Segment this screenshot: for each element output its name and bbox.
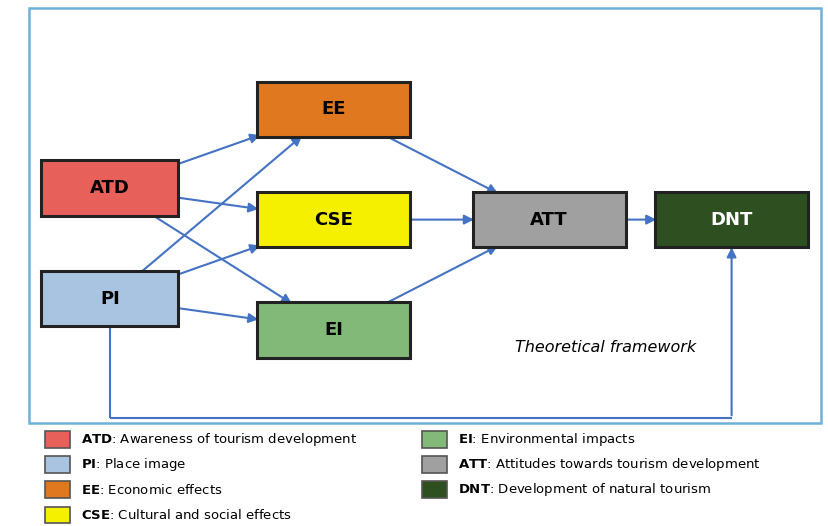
FancyBboxPatch shape [257, 82, 410, 137]
FancyBboxPatch shape [421, 456, 446, 473]
FancyBboxPatch shape [421, 481, 446, 498]
FancyBboxPatch shape [654, 192, 807, 247]
Text: Theoretical framework: Theoretical framework [514, 340, 695, 355]
FancyBboxPatch shape [45, 481, 70, 498]
FancyBboxPatch shape [45, 507, 70, 523]
FancyBboxPatch shape [421, 431, 446, 448]
FancyBboxPatch shape [41, 271, 178, 326]
Text: ATT: ATT [530, 210, 567, 229]
FancyBboxPatch shape [45, 431, 70, 448]
Text: $\mathbf{EI}$: Environmental impacts: $\mathbf{EI}$: Environmental impacts [458, 431, 635, 448]
Text: PI: PI [100, 289, 119, 308]
Text: $\mathbf{EE}$: Economic effects: $\mathbf{EE}$: Economic effects [81, 483, 223, 497]
Text: $\mathbf{ATD}$: Awareness of tourism development: $\mathbf{ATD}$: Awareness of tourism dev… [81, 431, 357, 448]
Text: $\mathbf{CSE}$: Cultural and social effects: $\mathbf{CSE}$: Cultural and social effe… [81, 508, 291, 522]
Text: $\mathbf{PI}$: Place image: $\mathbf{PI}$: Place image [81, 456, 186, 473]
Text: $\mathbf{DNT}$: Development of natural tourism: $\mathbf{DNT}$: Development of natural t… [458, 481, 710, 498]
FancyBboxPatch shape [257, 302, 410, 358]
Text: EE: EE [321, 100, 345, 118]
Text: DNT: DNT [710, 210, 752, 229]
FancyBboxPatch shape [472, 192, 625, 247]
FancyBboxPatch shape [45, 456, 70, 473]
FancyBboxPatch shape [41, 160, 178, 216]
Text: CSE: CSE [314, 210, 353, 229]
Text: $\mathbf{ATT}$: Attitudes towards tourism development: $\mathbf{ATT}$: Attitudes towards touris… [458, 456, 760, 473]
Text: EI: EI [324, 321, 343, 339]
FancyBboxPatch shape [257, 192, 410, 247]
Text: ATD: ATD [89, 179, 130, 197]
